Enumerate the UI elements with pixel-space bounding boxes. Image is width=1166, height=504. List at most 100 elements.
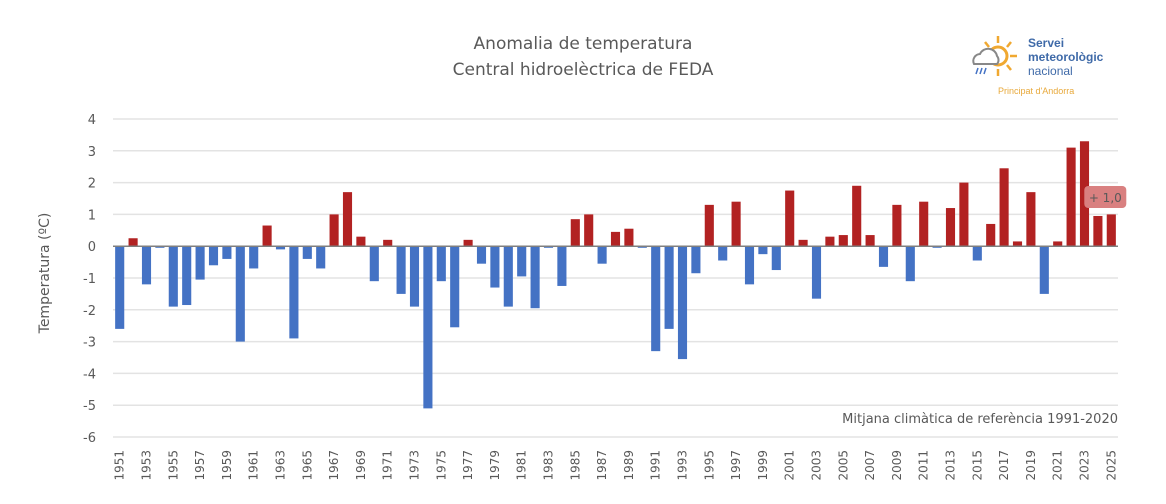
x-tick-label: 1981 — [515, 450, 529, 481]
bar-2007 — [865, 235, 875, 247]
x-tick-label: 2001 — [783, 450, 797, 481]
bar-1970 — [369, 246, 379, 282]
bar-1973 — [409, 246, 420, 307]
bar-1965 — [302, 246, 312, 259]
bar-1980 — [503, 246, 513, 307]
bar-2009 — [892, 204, 902, 247]
bar-2008 — [878, 246, 889, 267]
bar-1961 — [249, 246, 259, 269]
x-tick-label: 1975 — [434, 450, 448, 481]
x-tick-label: 2005 — [836, 450, 850, 481]
x-tick-label: 1993 — [676, 450, 690, 481]
bar-2018 — [1012, 241, 1023, 247]
y-tick-label: -4 — [83, 367, 96, 382]
x-tick-label: 1985 — [568, 450, 582, 481]
bar-1981 — [517, 246, 527, 277]
bar-2013 — [945, 208, 956, 247]
x-tick-label: 1971 — [381, 450, 395, 481]
x-tick-label: 2011 — [917, 450, 931, 481]
bar-1956 — [182, 246, 192, 306]
bar-2005 — [838, 235, 848, 247]
x-tick-label: 1973 — [408, 450, 422, 481]
bar-2016 — [986, 223, 996, 247]
y-tick-label: -1 — [83, 272, 96, 287]
bar-1972 — [396, 246, 406, 294]
y-tick-label: -3 — [83, 336, 96, 351]
y-tick-label: 3 — [88, 145, 96, 160]
x-tick-label: 1955 — [166, 450, 180, 481]
bar-1998 — [744, 246, 755, 285]
bar-1969 — [356, 236, 366, 247]
y-tick-label: 0 — [88, 240, 96, 255]
bar-1990 — [637, 246, 647, 248]
bar-1995 — [704, 204, 714, 247]
x-tick-label: 1953 — [140, 450, 154, 481]
x-tick-label: 1991 — [649, 450, 663, 481]
x-tick-label: 2019 — [1024, 450, 1038, 481]
bar-1989 — [624, 228, 634, 247]
x-tick-label: 1989 — [622, 450, 636, 481]
x-tick-label: 1987 — [595, 450, 609, 481]
bar-2019 — [1026, 192, 1036, 247]
bar-1967 — [329, 214, 339, 247]
smn-logo: Servei meteorològic nacional Principat d… — [968, 32, 1118, 102]
bar-2004 — [825, 236, 835, 247]
bar-1979 — [490, 246, 500, 288]
bar-1958 — [208, 246, 219, 266]
bar-1982 — [530, 246, 540, 309]
bar-2021 — [1053, 241, 1063, 247]
x-tick-label: 2021 — [1051, 450, 1065, 481]
bar-1994 — [691, 246, 701, 274]
logo-text-1: Servei — [1028, 36, 1065, 50]
x-tick-label: 2023 — [1078, 450, 1092, 481]
x-tick-label: 2025 — [1104, 450, 1118, 481]
x-tick-label: 1997 — [729, 450, 743, 481]
x-tick-label: 2017 — [997, 450, 1011, 481]
x-tick-label: 1967 — [327, 450, 341, 481]
bar-1974 — [423, 246, 433, 409]
bar-1960 — [235, 246, 245, 342]
bar-2003 — [811, 246, 822, 299]
bar-1992 — [664, 246, 674, 329]
bar-1951 — [115, 246, 125, 329]
bar-2014 — [959, 182, 969, 247]
x-tick-label: 2015 — [970, 450, 984, 481]
x-tick-label: 1983 — [542, 450, 556, 481]
bar-2022 — [1066, 147, 1076, 247]
bar-1993 — [677, 246, 688, 360]
bar-1954 — [155, 246, 165, 248]
bar-1964 — [289, 246, 299, 339]
bar-1959 — [222, 246, 232, 259]
bar-1984 — [557, 246, 567, 286]
x-tick-label: 1957 — [193, 450, 207, 481]
logo-text-2: meteorològic — [1028, 50, 1104, 64]
x-tick-label: 2013 — [944, 450, 958, 481]
bar-1953 — [141, 246, 152, 285]
bar-2001 — [785, 190, 795, 247]
logo-subtitle: Principat d'Andorra — [998, 86, 1075, 96]
x-tick-label: 1961 — [247, 450, 261, 481]
last-value-label: + 1,0 — [1089, 191, 1122, 205]
x-tick-label: 1977 — [461, 450, 475, 481]
bar-1976 — [450, 246, 460, 328]
bar-1957 — [195, 246, 205, 280]
weather-sun-cloud-icon — [972, 36, 1017, 76]
bar-2000 — [771, 246, 781, 271]
bar-2015 — [972, 246, 982, 261]
bar-2025 — [1106, 214, 1116, 247]
bar-2017 — [999, 168, 1009, 247]
y-tick-label: -2 — [83, 304, 96, 319]
bar-2024 — [1093, 215, 1103, 247]
x-tick-label: 2003 — [810, 450, 824, 481]
y-tick-label: -6 — [83, 431, 96, 446]
logo-text-3: nacional — [1028, 64, 1073, 78]
x-tick-label: 1995 — [702, 450, 716, 481]
y-tick-label: -5 — [83, 399, 96, 414]
bar-1983 — [543, 246, 554, 248]
x-tick-label: 1965 — [300, 450, 314, 481]
bar-2006 — [852, 185, 862, 247]
bar-2012 — [932, 246, 942, 248]
bar-1968 — [342, 192, 353, 247]
